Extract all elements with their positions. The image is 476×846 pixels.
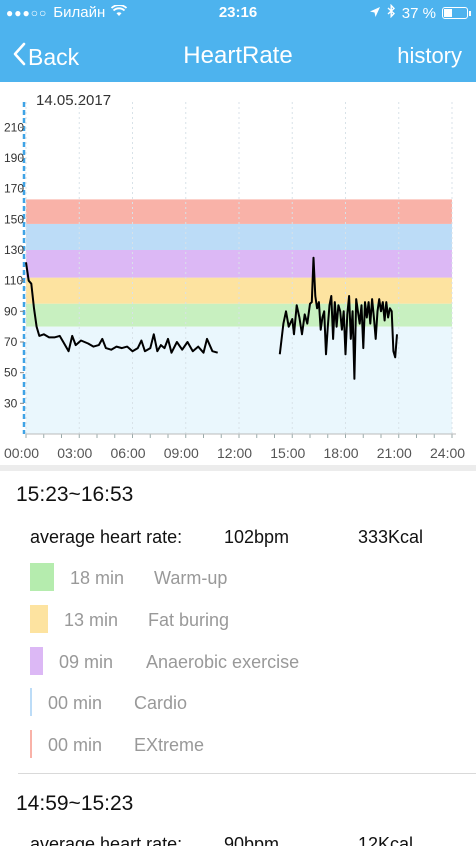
x-tick-label: 12:00 [217,445,252,461]
chart-date: 14.05.2017 [36,92,112,109]
zone-band [26,303,452,327]
x-tick-label: 24:00 [430,445,465,461]
y-tick-label: 90 [4,304,18,318]
x-tick-label: 00:00 [4,445,39,461]
nav-bar: Back HeartRate history [0,30,476,82]
zone-row-fat-burning: 13 min Fat buring [30,605,450,635]
zone-color-swatch [30,730,32,758]
app-header: ●●●○○ Билайн 23:16 37 % Back [0,0,476,82]
y-tick-label: 110 [4,274,23,288]
avg-heart-rate-value: 90bpm [224,834,280,846]
y-tick-label: 190 [4,151,24,165]
back-label: Back [28,43,80,70]
heart-rate-line [278,256,398,380]
avg-heart-rate-label: average heart rate: [30,834,183,846]
zone-band [26,326,452,434]
y-tick-label: 150 [4,212,24,226]
bluetooth-icon [387,3,396,22]
zone-duration: 09 min [59,652,114,672]
location-arrow-icon [369,5,381,22]
chevron-left-icon [12,42,26,72]
x-tick-label: 21:00 [377,445,412,461]
y-tick-label: 170 [4,182,24,196]
y-tick-label: 130 [4,243,24,257]
status-bar: ●●●○○ Билайн 23:16 37 % [0,0,476,26]
history-button[interactable]: history [397,43,462,68]
zone-row-anaerobic: 09 min Anaerobic exercise [30,647,450,677]
x-tick-label: 06:00 [111,445,146,461]
chart-canvas: 210 190 170 150 130 110 90 70 50 30 00:00 03:00 06:0… [4,102,465,461]
session-time-range: 15:23~16:53 [16,483,134,506]
battery-percent: 37 % [401,4,436,22]
zone-name: Cardio [134,693,188,713]
zone-row-cardio: 00 min Cardio [30,688,450,718]
y-tick-label: 30 [4,396,18,410]
zone-row-warm-up: 18 min Warm-up [30,563,450,593]
section-separator [0,465,476,471]
zone-color-swatch [30,647,43,675]
zone-duration: 13 min [64,610,119,630]
zone-color-swatch [30,563,54,591]
back-button[interactable]: Back [12,42,79,72]
zone-row-extreme: 00 min EXtreme [30,730,450,760]
status-right: 37 % [369,3,471,22]
session-card[interactable]: 15:23~16:53 average heart rate: 102bpm 3… [0,471,476,773]
zone-color-swatch [30,605,48,633]
session-summary: average heart rate: 102bpm 333Kcal [30,527,470,551]
session-card[interactable]: 14:59~15:23 average heart rate: 90bpm 12… [0,774,476,846]
battery-fill [444,9,453,17]
zone-duration: 00 min [48,735,103,755]
y-tick-label: 210 [4,120,24,134]
signal-icon: ●●●○○ [6,5,48,20]
zone-name: Fat buring [148,610,230,630]
heart-rate-chart: 14.05.2017 210 190 170 150 130 110 90 70 50 30 00:… [0,82,476,466]
wifi-icon [111,4,128,21]
calories-value: 333Kcal [358,527,424,547]
session-summary: average heart rate: 90bpm 12Kcal [30,834,470,846]
zone-duration: 18 min [70,568,125,588]
status-left: ●●●○○ Билайн [6,4,128,21]
calories-value: 12Kcal [358,834,414,846]
carrier-name: Билайн [53,4,106,21]
avg-heart-rate-value: 102bpm [224,527,290,547]
zone-name: Anaerobic exercise [146,652,300,672]
zone-name: Warm-up [154,568,228,588]
zone-name: EXtreme [134,735,205,755]
session-time-range: 14:59~15:23 [16,792,134,815]
session-divider [18,773,476,774]
avg-heart-rate-label: average heart rate: [30,527,183,547]
x-tick-label: 09:00 [164,445,199,461]
heart-rate-line [25,262,218,354]
x-tick-label: 03:00 [57,445,92,461]
y-tick-label: 70 [4,335,18,349]
page-title: HeartRate [183,42,293,69]
y-tick-label: 50 [4,366,18,380]
zone-color-swatch [30,688,32,716]
zone-band [26,277,452,304]
battery-icon [442,7,471,19]
status-time: 23:16 [218,4,258,21]
x-tick-label: 15:00 [270,445,305,461]
x-tick-label: 18:00 [324,445,359,461]
zone-duration: 00 min [48,693,103,713]
